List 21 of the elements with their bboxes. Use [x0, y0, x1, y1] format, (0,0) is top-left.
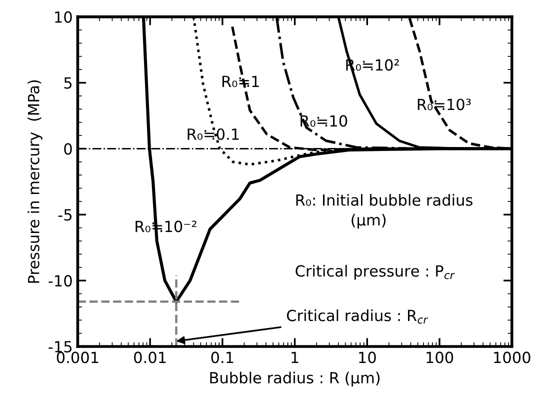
- annotation: (μm): [352, 214, 386, 229]
- y-tick-label: -5: [58, 209, 72, 221]
- x-tick-label: 10: [359, 352, 376, 364]
- annotation: R₀: Initial bubble radius: [296, 194, 472, 206]
- annotation: Critical pressure : P$_{cr}$: [296, 264, 455, 280]
- y-tick-label: 0: [64, 143, 72, 155]
- y-tick-label: 10: [55, 11, 72, 23]
- y-tick-label: -10: [48, 275, 72, 287]
- x-tick-label: 1000: [494, 352, 530, 364]
- x-axis-title: Bubble radius : R (μm): [210, 372, 380, 386]
- x-tick-label: 0.1: [211, 352, 234, 364]
- y-tick-label: 5: [64, 77, 72, 89]
- annotation: R₀≒0.1: [188, 128, 239, 140]
- x-tick-label: 100: [426, 352, 454, 364]
- x-tick-label: 1: [292, 352, 298, 363]
- annotation: R₀≒10³: [418, 98, 471, 110]
- y-axis-title: Pressure in mercury (MPa): [28, 80, 42, 283]
- x-tick-label: 0.001: [56, 352, 98, 364]
- y-tick-label: -15: [48, 341, 72, 353]
- annotation: Critical radius : R$_{cr}$: [286, 309, 428, 324]
- x-tick-label: 0.01: [134, 352, 166, 364]
